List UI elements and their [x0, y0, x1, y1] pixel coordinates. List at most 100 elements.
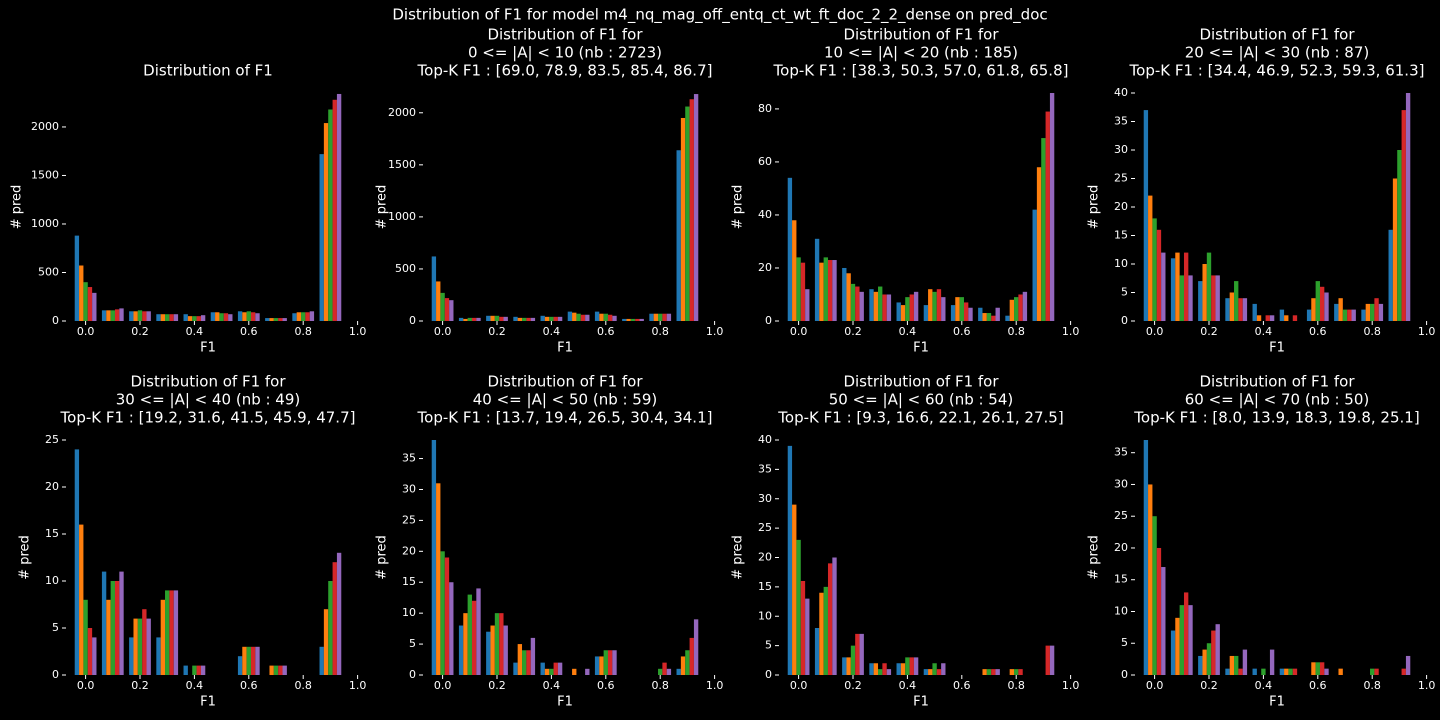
bar — [544, 668, 550, 675]
x-tick-label: 0.2 — [844, 679, 862, 692]
bar — [215, 312, 220, 321]
subplot-title: Distribution of F1 for — [843, 373, 999, 391]
bar — [169, 314, 174, 321]
bar — [526, 317, 531, 321]
y-tick-label: 1500 — [31, 168, 59, 181]
bar — [1365, 303, 1371, 321]
y-tick-label: 20 — [758, 261, 772, 274]
bar — [846, 657, 851, 675]
bar — [458, 625, 464, 675]
bar — [328, 109, 333, 321]
x-tick-label: 0.6 — [240, 325, 258, 338]
bar — [336, 93, 342, 321]
bar — [219, 313, 224, 321]
bar — [1388, 229, 1393, 321]
bar — [827, 260, 833, 321]
bar — [653, 313, 659, 321]
bar — [787, 445, 793, 675]
bar — [1234, 655, 1239, 675]
bar — [282, 665, 287, 675]
bar — [842, 267, 847, 321]
bar — [1334, 303, 1339, 321]
bar — [119, 308, 124, 321]
y-tick-label: 25 — [45, 433, 59, 446]
x-axis-label: F1 — [557, 695, 573, 710]
bar — [544, 316, 550, 321]
bar — [823, 257, 828, 321]
bar — [83, 599, 88, 675]
subplot-title: Top-K F1 : [38.3, 50.3, 57.0, 61.8, 65.8… — [773, 62, 1069, 80]
bar — [666, 313, 672, 321]
y-tick-label: 10 — [758, 609, 772, 622]
bar — [986, 313, 992, 321]
bar — [471, 600, 477, 675]
bar — [1279, 668, 1285, 675]
y-axis-label: # pred — [1087, 535, 1102, 580]
y-tick-label: 10 — [402, 606, 416, 619]
bar — [1265, 315, 1270, 321]
bar — [982, 669, 987, 675]
x-tick-label: 0.4 — [186, 679, 204, 692]
bar — [106, 599, 111, 675]
x-tick-label: 0.0 — [434, 325, 452, 338]
bar — [503, 625, 508, 675]
x-tick-label: 0.2 — [1200, 325, 1218, 338]
y-axis-label: # pred — [731, 185, 746, 230]
bar — [436, 281, 441, 321]
bar — [1041, 138, 1046, 321]
x-axis-label: F1 — [1269, 695, 1285, 710]
x-tick-label: 0.8 — [651, 325, 669, 338]
bar — [1049, 93, 1055, 321]
bar — [1306, 309, 1312, 321]
bar — [246, 311, 251, 321]
bar — [476, 317, 481, 321]
bar — [800, 581, 806, 675]
bar — [850, 645, 856, 675]
bar — [796, 539, 801, 675]
bar — [278, 665, 283, 675]
subplot-title: Distribution of F1 for — [843, 26, 999, 44]
bar — [1148, 484, 1153, 675]
x-tick-label: 0.4 — [1255, 679, 1273, 692]
bar — [165, 590, 170, 675]
bar — [832, 557, 837, 675]
x-tick-label: 1.0 — [706, 325, 724, 338]
bar — [269, 665, 274, 675]
bar — [237, 311, 243, 321]
bar — [92, 637, 97, 675]
bar — [1049, 645, 1055, 675]
bar — [187, 316, 193, 321]
bar — [905, 297, 910, 321]
bar — [622, 318, 627, 321]
bar — [869, 289, 874, 321]
bar — [607, 650, 613, 675]
x-axis-label: F1 — [200, 695, 216, 710]
subplot-title: Top-K F1 : [69.0, 78.9, 83.5, 85.4, 86.7… — [417, 62, 713, 80]
bar — [142, 609, 147, 675]
y-tick-label: 25 — [758, 521, 772, 534]
bar — [649, 313, 654, 321]
y-tick-label: 30 — [1114, 477, 1128, 490]
y-tick-label: 1000 — [31, 217, 59, 230]
bar — [1022, 291, 1028, 321]
y-tick-label: 25 — [402, 513, 416, 526]
x-axis-label: F1 — [913, 695, 929, 710]
bar — [499, 316, 504, 321]
bar — [1018, 669, 1023, 675]
x-tick-label: 0.8 — [1363, 325, 1381, 338]
bar — [436, 483, 441, 675]
bar — [444, 298, 450, 321]
bar — [282, 318, 287, 321]
bar — [503, 316, 508, 321]
bar — [1152, 516, 1157, 675]
bar — [896, 663, 901, 675]
x-tick-label: 0.8 — [1363, 679, 1381, 692]
x-axis-label: F1 — [557, 341, 573, 356]
bar — [941, 663, 946, 675]
bar — [666, 668, 672, 675]
bar — [101, 310, 107, 321]
bar — [787, 177, 793, 321]
